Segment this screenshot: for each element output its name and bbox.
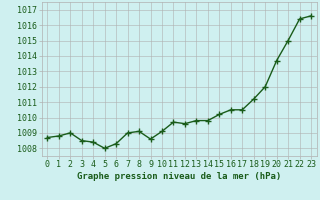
X-axis label: Graphe pression niveau de la mer (hPa): Graphe pression niveau de la mer (hPa): [77, 172, 281, 181]
